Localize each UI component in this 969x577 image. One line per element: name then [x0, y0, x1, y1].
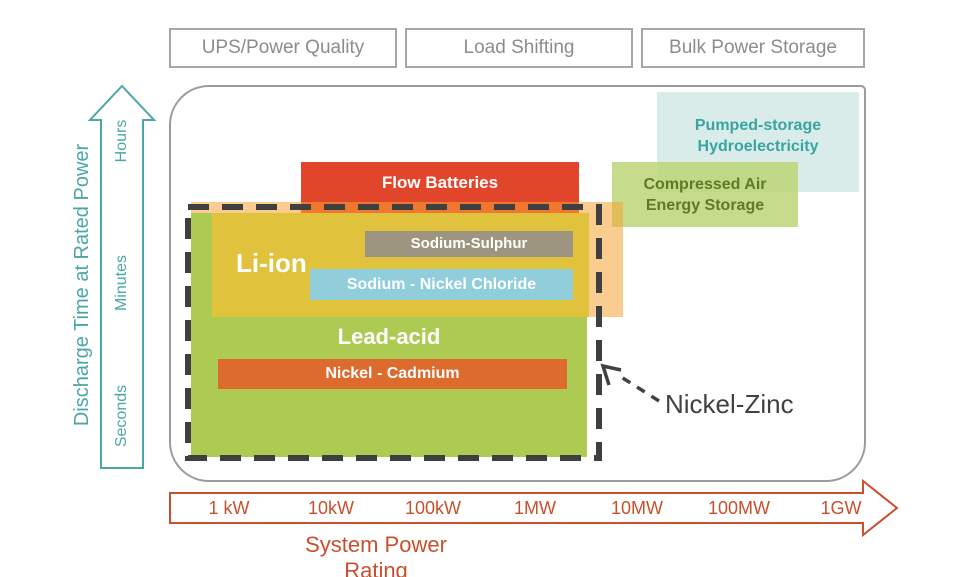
y-axis-title: Discharge Time at Rated Power	[71, 143, 93, 427]
lead-acid-label: Lead-acid	[337, 324, 441, 349]
region-label: Nickel - Cadmium	[325, 365, 460, 382]
y-tick-minutes: Minutes	[113, 254, 130, 312]
region-sodium-nickel-chloride: Sodium - Nickel Chloride	[310, 269, 573, 300]
band-label: Bulk Power Storage	[669, 37, 837, 58]
x-tick-1kw: 1 kW	[208, 498, 250, 518]
region-sodium-sulphur: Sodium-Sulphur	[365, 231, 573, 257]
y-tick-seconds: Seconds	[113, 384, 130, 448]
band-label: Load Shifting	[463, 37, 575, 58]
region-label: Flow Batteries	[381, 173, 499, 192]
region-label-line2: Hydroelectricity	[697, 138, 819, 155]
region-label: Sodium-Sulphur	[410, 235, 528, 252]
li-ion-label: Li-ion	[236, 248, 307, 278]
x-tick-1gw: 1GW	[820, 498, 862, 518]
x-axis-title: System Power Rating	[305, 532, 447, 577]
band-label: UPS/Power Quality	[201, 37, 365, 58]
band-ups-power-quality: UPS/Power Quality	[169, 28, 397, 68]
band-load-shifting: Load Shifting	[405, 28, 633, 68]
region-nickel-cadmium: Nickel - Cadmium	[218, 359, 567, 389]
x-tick-1mw: 1MW	[514, 498, 556, 518]
region-label-line1: Compressed Air	[643, 176, 767, 193]
region-label: Sodium - Nickel Chloride	[346, 276, 537, 293]
x-tick-100mw: 100MW	[707, 498, 770, 518]
x-tick-10mw: 10MW	[610, 498, 663, 518]
region-compressed-air-energy-storage: Compressed Air Energy Storage	[612, 162, 798, 227]
x-tick-10kw: 10kW	[307, 498, 354, 518]
region-label-line1: Pumped-storage	[694, 117, 822, 134]
x-tick-100kw: 100kW	[404, 498, 462, 518]
y-tick-hours: Hours	[113, 119, 130, 163]
nickel-zinc-annotation: Nickel-Zinc	[665, 389, 794, 419]
band-bulk-power-storage: Bulk Power Storage	[641, 28, 865, 68]
region-label-line2: Energy Storage	[645, 197, 765, 214]
